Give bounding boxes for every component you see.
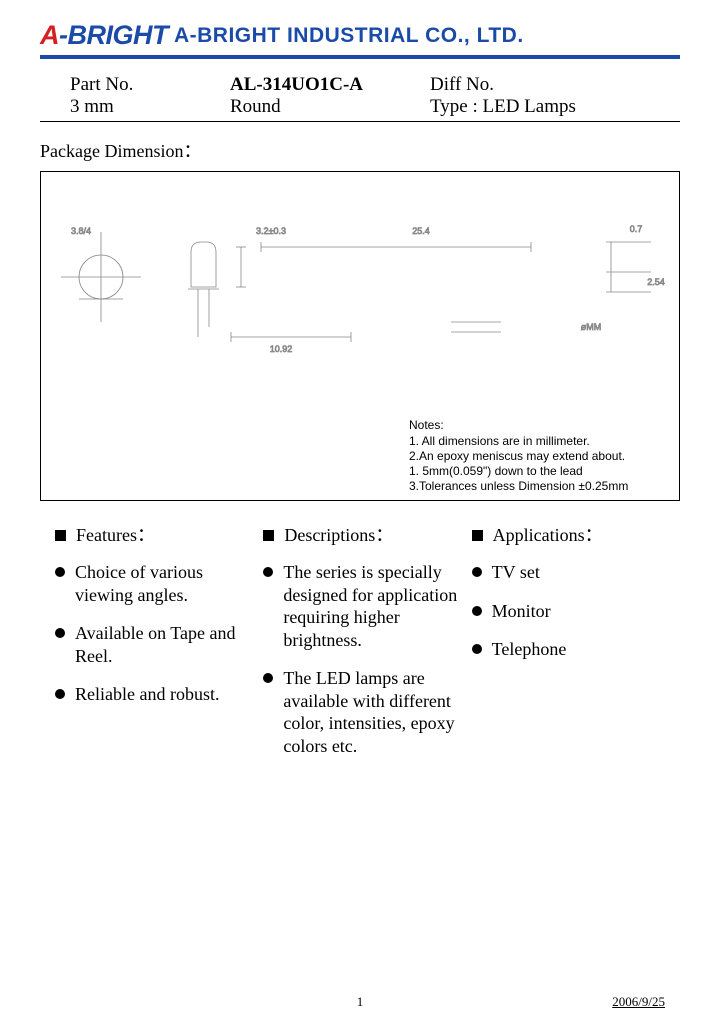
shape-value: Round xyxy=(230,96,430,118)
features-head-text: Features： xyxy=(76,521,155,547)
page-number: 1 xyxy=(357,994,364,1010)
application-text: Monitor xyxy=(492,600,551,623)
dot-icon xyxy=(55,628,65,638)
diagram-notes: Notes: 1. All dimensions are in millimet… xyxy=(409,418,669,494)
list-item: The series is specially designed for app… xyxy=(263,561,461,651)
part-no-label: Part No. xyxy=(70,74,230,96)
dim-d4: 0.7 xyxy=(630,224,643,234)
descriptions-list: The series is specially designed for app… xyxy=(263,561,461,757)
feature-text: Choice of various viewing angles. xyxy=(75,561,253,606)
footer-date: 2006/9/25 xyxy=(612,994,665,1010)
descriptions-column: Descriptions： The series is specially de… xyxy=(263,521,461,773)
applications-list: TV set Monitor Telephone xyxy=(472,561,670,661)
logo-a: A xyxy=(40,20,59,50)
description-text: The series is specially designed for app… xyxy=(283,561,461,651)
dim-d2: 3.2±0.3 xyxy=(256,226,286,236)
list-item: Telephone xyxy=(472,638,670,661)
list-item: Choice of various viewing angles. xyxy=(55,561,253,606)
logo-bright: -BRIGHT xyxy=(59,20,168,50)
note-2b: 1. 5mm(0.059") down to the lead xyxy=(409,464,669,479)
dim-d3: 25.4 xyxy=(412,226,430,236)
dim-d5: 2.54 xyxy=(647,277,665,287)
list-item: The LED lamps are available with differe… xyxy=(263,667,461,757)
square-bullet-icon xyxy=(55,530,66,541)
square-bullet-icon xyxy=(263,530,274,541)
applications-head-text: Applications： xyxy=(493,521,603,547)
list-item: Reliable and robust. xyxy=(55,683,253,706)
notes-title: Notes: xyxy=(409,418,669,433)
feature-text: Available on Tape and Reel. xyxy=(75,622,253,667)
dot-icon xyxy=(472,644,482,654)
note-3: 3.Tolerances unless Dimension ±0.25mm xyxy=(409,479,669,494)
features-list: Choice of various viewing angles. Availa… xyxy=(55,561,253,706)
dot-icon xyxy=(472,606,482,616)
dot-icon xyxy=(263,673,273,683)
application-text: TV set xyxy=(492,561,540,584)
list-item: TV set xyxy=(472,561,670,584)
applications-column: Applications： TV set Monitor Telephone xyxy=(472,521,670,773)
diff-no-label: Diff No. xyxy=(430,74,670,96)
page-header: A-BRIGHT A-BRIGHT INDUSTRIAL CO., LTD. xyxy=(40,20,680,59)
features-column: Features： Choice of various viewing angl… xyxy=(55,521,253,773)
size-value: 3 mm xyxy=(70,96,230,118)
descriptions-head-text: Descriptions： xyxy=(284,521,393,547)
note-1: 1. All dimensions are in millimeter. xyxy=(409,434,669,449)
list-item: Available on Tape and Reel. xyxy=(55,622,253,667)
part-no-value: AL-314UO1C-A xyxy=(230,74,430,96)
list-item: Monitor xyxy=(472,600,670,623)
dim-d7: øMM xyxy=(581,322,602,332)
company-name: A-BRIGHT INDUSTRIAL CO., LTD. xyxy=(174,24,524,48)
note-2: 2.An epoxy meniscus may extend about. xyxy=(409,449,669,464)
part-header: Part No. AL-314UO1C-A Diff No. 3 mm Roun… xyxy=(40,74,680,122)
features-heading: Features： xyxy=(55,521,253,547)
type-value: Type : LED Lamps xyxy=(430,96,670,118)
logo: A-BRIGHT xyxy=(40,20,168,51)
dim-d1: 3.8/4 xyxy=(71,226,91,236)
dot-icon xyxy=(263,567,273,577)
content-columns: Features： Choice of various viewing angl… xyxy=(40,521,680,773)
application-text: Telephone xyxy=(492,638,567,661)
feature-text: Reliable and robust. xyxy=(75,683,219,706)
dot-icon xyxy=(55,567,65,577)
dot-icon xyxy=(55,689,65,699)
part-row-2: 3 mm Round Type : LED Lamps xyxy=(70,96,670,118)
dim-d6: 10.92 xyxy=(270,344,293,354)
package-dimension-diagram: 3.8/4 3.2±0.3 25.4 0.7 2.54 xyxy=(40,171,680,501)
dot-icon xyxy=(472,567,482,577)
description-text: The LED lamps are available with differe… xyxy=(283,667,461,757)
part-row-1: Part No. AL-314UO1C-A Diff No. xyxy=(70,74,670,96)
package-dimension-title: Package Dimension： xyxy=(40,137,680,163)
applications-heading: Applications： xyxy=(472,521,670,547)
descriptions-heading: Descriptions： xyxy=(263,521,461,547)
square-bullet-icon xyxy=(472,530,483,541)
led-dimension-drawing: 3.8/4 3.2±0.3 25.4 0.7 2.54 xyxy=(51,192,671,372)
